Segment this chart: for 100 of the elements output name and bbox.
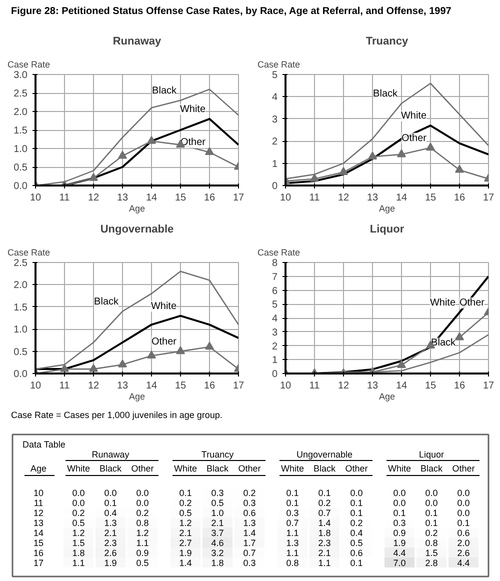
- x-tick-label: 14: [396, 380, 408, 392]
- x-tick-label: 16: [454, 380, 466, 392]
- y-tick-label: 2: [272, 341, 278, 352]
- x-tick-label: 14: [146, 192, 158, 204]
- x-tick-label: 11: [59, 192, 70, 204]
- annotation: Other: [151, 336, 178, 348]
- data-label: 1.1: [136, 538, 149, 548]
- data-label: 2.3: [318, 538, 331, 548]
- annotation: Black: [431, 338, 456, 349]
- data-label: 2.1: [104, 528, 117, 538]
- data-label: 1.1: [318, 558, 331, 568]
- data-label: 0.9: [393, 528, 406, 538]
- data-label: 0.2: [243, 488, 256, 498]
- data-label: 0.4: [350, 528, 363, 538]
- y-axis-title: Case Rate: [8, 248, 50, 258]
- x-tick-label: 14: [396, 192, 408, 204]
- data-label: 0.0: [350, 488, 363, 498]
- data-label: 2.6: [104, 548, 117, 558]
- data-label: 0.8: [425, 538, 438, 548]
- data-label: 0.1: [350, 498, 363, 508]
- x-tick-label: 11: [309, 380, 320, 392]
- x-tick-label: Other: [452, 464, 475, 474]
- x-tick-label: 17: [232, 380, 244, 392]
- y-tick-label: 15: [33, 538, 44, 548]
- annotation: Black: [94, 296, 120, 308]
- y-tick-label: 13: [33, 518, 44, 528]
- data-label: 2.7: [179, 538, 192, 548]
- y-tick-label: 4: [272, 314, 278, 324]
- data-label: 0.1: [393, 508, 406, 518]
- data-label: 0.3: [243, 558, 256, 568]
- x-tick-label: 13: [366, 192, 378, 204]
- x-tick-label: 14: [146, 380, 158, 392]
- data-label: 0.7: [318, 508, 331, 518]
- y-tick-label: 3.0: [14, 70, 28, 81]
- data-label: 2.1: [211, 518, 224, 528]
- data-label: 1.0: [211, 508, 224, 518]
- data-label: 0.7: [243, 548, 256, 558]
- data-label: 1.7: [243, 538, 256, 548]
- x-tick-label: 11: [309, 192, 320, 204]
- y-tick-label: 10: [33, 488, 44, 498]
- data-label: 0.5: [350, 538, 363, 548]
- chart-title: Truancy: [366, 36, 409, 48]
- data-label: 0.8: [286, 558, 299, 568]
- data-label: 0.6: [457, 528, 470, 538]
- x-tick-label: 15: [424, 192, 436, 204]
- data-label: 0.3: [243, 498, 256, 508]
- data-label: 1.4: [179, 558, 192, 568]
- data-label: 0.3: [211, 488, 224, 498]
- data-label: 0.7: [286, 518, 299, 528]
- data-label: 1.9: [179, 548, 192, 558]
- y-tick-label: 16: [33, 548, 44, 558]
- x-tick-label: 12: [88, 380, 100, 392]
- data-label: 0.2: [72, 508, 85, 518]
- data-label: 2.0: [457, 538, 470, 548]
- data-label: 0.3: [286, 508, 299, 518]
- data-label: 4.6: [211, 538, 224, 548]
- data-label: 0.5: [211, 498, 224, 508]
- y-tick-label: 5: [272, 70, 278, 81]
- data-label: 0.0: [104, 488, 117, 498]
- y-tick-label: 7: [272, 272, 278, 283]
- text: Ungovernable: [296, 450, 353, 460]
- text: Truancy: [201, 450, 234, 460]
- y-tick-label: 1: [272, 158, 278, 170]
- data-label: 0.1: [425, 508, 438, 518]
- data-label: 0.0: [457, 508, 470, 518]
- y-tick-label: 5: [272, 300, 278, 311]
- y-tick-label: 1.5: [14, 126, 28, 136]
- data-label: 4.4: [393, 548, 406, 558]
- data-label: 0.1: [350, 558, 363, 568]
- data-label: 0.3: [393, 518, 406, 528]
- data-label: 0.1: [104, 498, 117, 508]
- data-label: 1.3: [243, 518, 256, 528]
- x-tick-label: 15: [424, 380, 436, 392]
- x-tick-label: 11: [59, 380, 70, 392]
- y-tick-label: 2.5: [14, 88, 28, 100]
- data-label: 2.1: [318, 548, 331, 558]
- y-tick-label: 0.0: [14, 181, 28, 192]
- x-tick-label: 13: [116, 192, 128, 204]
- text: Case Rate = Cases per 1,000 juveniles in age group.: [11, 409, 222, 422]
- x-tick-label: 17: [482, 380, 494, 392]
- y-axis-title: Case Rate: [8, 60, 50, 70]
- data-label: 1.1: [286, 528, 299, 538]
- x-axis-title: Age: [378, 392, 396, 402]
- data-label: 0.4: [104, 508, 117, 518]
- x-tick-label: 17: [482, 192, 494, 204]
- x-tick-label: 16: [204, 380, 216, 392]
- data-label: 0.1: [286, 498, 299, 508]
- y-axis-title: Case Rate: [258, 248, 300, 258]
- data-label: 0.6: [243, 508, 256, 518]
- x-tick-label: White: [66, 464, 90, 474]
- data-label: 0.0: [457, 488, 470, 498]
- annotation: White: [150, 300, 177, 312]
- x-tick-label: 13: [116, 380, 128, 392]
- x-tick-label: 17: [232, 192, 244, 204]
- data-label: 0.9: [136, 548, 149, 558]
- x-tick-label: 15: [174, 192, 186, 204]
- data-label: 0.0: [136, 488, 149, 498]
- data-label: 1.2: [72, 528, 85, 538]
- x-tick-label: 12: [338, 380, 350, 392]
- y-tick-label: 11: [34, 498, 44, 508]
